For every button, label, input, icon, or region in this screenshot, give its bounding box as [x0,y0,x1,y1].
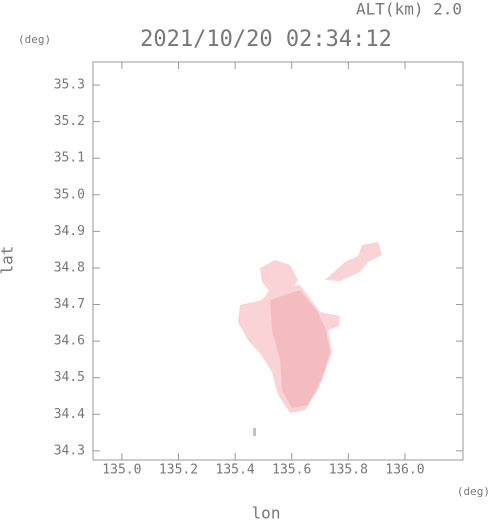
y-tick-label: 34.6 [54,334,85,349]
x-tick-label: 135.8 [329,463,368,478]
plot-frame [92,61,464,461]
y-tick-label: 35.2 [54,114,85,129]
y-unit: (deg) [18,33,51,46]
y-tick-label: 34.9 [54,224,85,239]
y-tick-label: 35.1 [54,151,85,166]
x-tick-label: 135.0 [102,463,141,478]
y-tick-label: 34.5 [54,370,85,385]
x-tick-label: 136.0 [385,463,424,478]
y-axis-label: lat [0,246,17,275]
x-axis-label: lon [252,504,281,521]
y-tick-label: 35.3 [54,78,85,93]
y-tick-label: 34.3 [54,443,85,458]
y-tick-label: 34.4 [54,407,85,422]
x-tick-label: 135.4 [216,463,255,478]
y-tick-label: 34.7 [54,297,85,312]
echo-region [238,242,382,436]
y-tick-label: 35.0 [54,187,85,202]
altitude-label: ALT(km) 2.0 [356,0,462,19]
x-unit: (deg) [457,485,490,498]
y-tick-label: 34.8 [54,260,85,275]
chart-title: 2021/10/20 02:34:12 [140,27,392,52]
x-tick-label: 135.2 [159,463,198,478]
x-tick-label: 135.6 [272,463,311,478]
